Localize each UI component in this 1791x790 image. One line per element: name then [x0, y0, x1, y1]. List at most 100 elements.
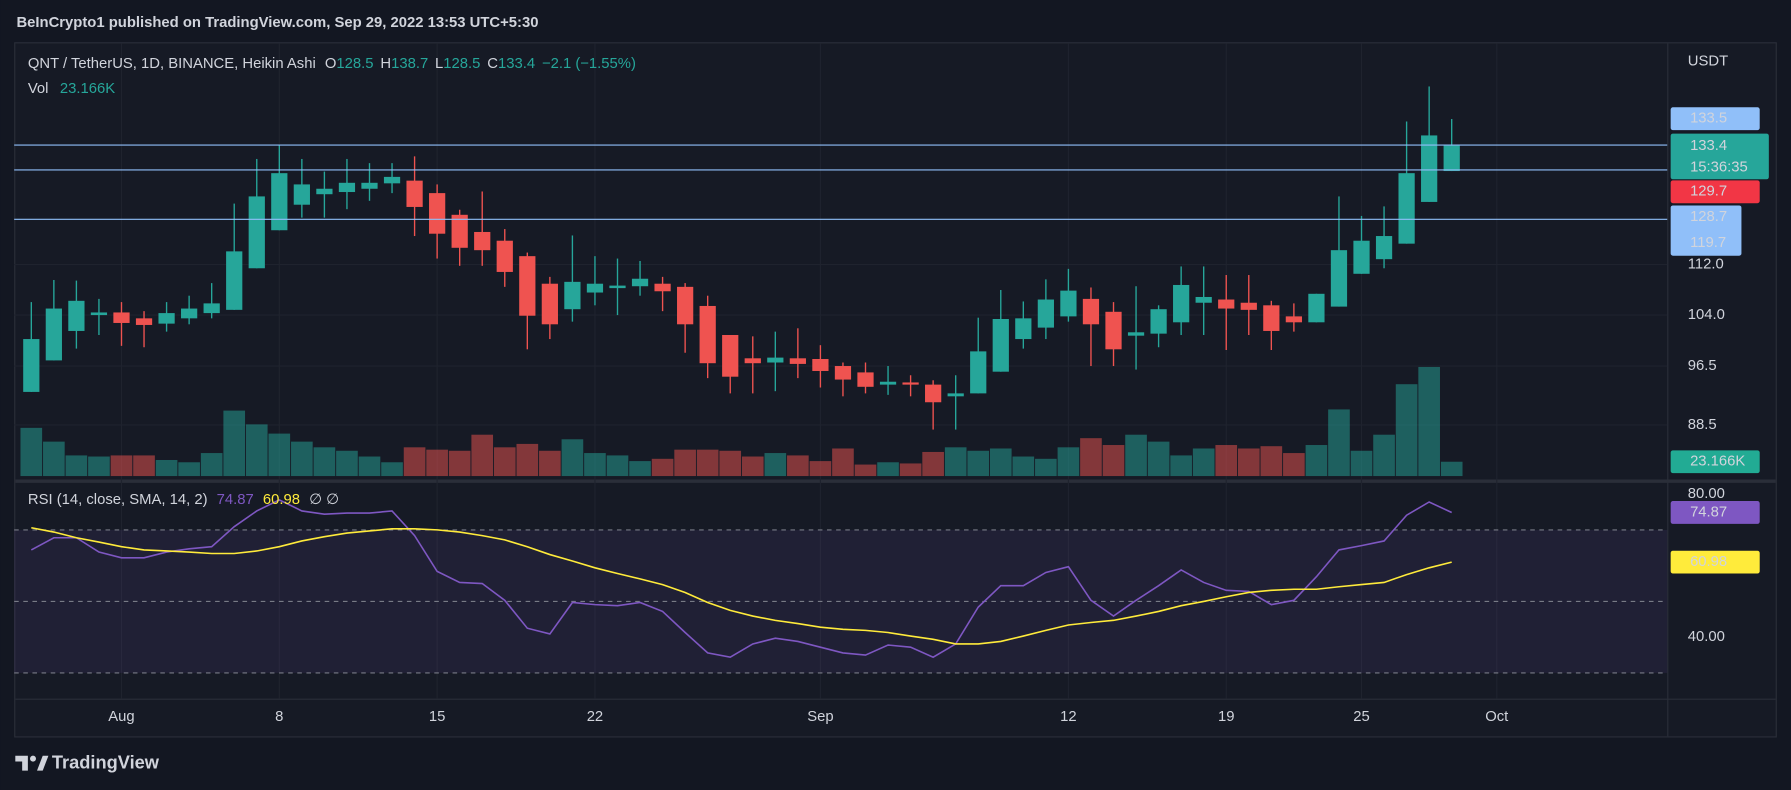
candle-body	[970, 351, 987, 394]
volume-price-label-box	[1670, 450, 1760, 474]
candle-body	[113, 312, 130, 323]
last-price-label: 133.4	[1690, 138, 1727, 154]
volume-bar	[65, 455, 88, 477]
x-tick-label: Sep	[807, 709, 833, 725]
rsi-line	[31, 526, 1452, 645]
candle-body	[248, 196, 265, 269]
volume-bar	[358, 456, 381, 477]
candle-body	[609, 285, 626, 289]
legend-item: RSI (14, close, SMA, 14, 2)	[28, 492, 208, 508]
y-tick-label: 80.00	[1688, 486, 1725, 502]
candle-body	[158, 313, 175, 324]
candle-body	[1263, 305, 1280, 331]
candle-body	[654, 283, 671, 292]
candle-body	[1218, 299, 1235, 309]
candle-body	[857, 372, 874, 387]
candle-body	[1015, 318, 1032, 340]
candle-body	[45, 308, 62, 361]
candle-body	[135, 318, 153, 325]
volume-bar	[539, 450, 561, 477]
volume-bar	[967, 450, 990, 477]
y-tick-label: 104.0	[1688, 307, 1725, 323]
candle-body	[1082, 298, 1100, 325]
candle-body	[1037, 299, 1054, 328]
candle-body	[68, 300, 85, 331]
legend-item: 23.166K	[60, 81, 115, 97]
legend: RSI (14, close, SMA, 14, 2) 74.87 60.98 ∅ ∅	[28, 492, 339, 508]
volume-bar	[809, 461, 832, 477]
rsi-value-label: 74.87	[1690, 504, 1727, 520]
volume-bar	[313, 447, 336, 477]
volume-bar	[899, 463, 922, 477]
volume-bar	[516, 443, 539, 477]
candle-body	[1105, 311, 1122, 350]
volume-bar	[381, 462, 403, 477]
candle-body	[722, 334, 739, 377]
candle-body	[902, 382, 919, 385]
volume-bar	[674, 449, 696, 477]
candle-body	[789, 358, 806, 364]
candle-body	[879, 381, 897, 385]
candle-body	[677, 286, 694, 325]
candle-body	[519, 256, 536, 316]
legend-item: ∅ ∅	[309, 492, 339, 508]
volume-bar	[1350, 450, 1373, 477]
y-tick-label: 112.0	[1688, 257, 1724, 273]
candle-body	[1443, 145, 1460, 172]
candle-body	[699, 305, 716, 364]
candle-body	[361, 182, 378, 189]
candle-body	[226, 251, 243, 310]
candle-body	[23, 339, 40, 392]
volume-bar	[1012, 456, 1035, 477]
candle-body	[451, 214, 468, 248]
volume-bar	[854, 464, 877, 477]
legend-item: 133.4	[498, 56, 535, 72]
candle-body	[1060, 290, 1077, 317]
candle-body	[1308, 293, 1325, 323]
volume-bar	[1440, 461, 1463, 477]
x-tick-label: 19	[1218, 709, 1235, 725]
hline-price-label: 128.7	[1690, 209, 1727, 225]
volume-bar	[336, 450, 358, 477]
candle-body	[631, 278, 649, 287]
volume-bar	[1147, 441, 1170, 477]
candle-body	[1375, 236, 1393, 260]
volume-bar	[1192, 448, 1215, 477]
volume-bar	[764, 453, 787, 477]
volume-bar	[20, 427, 43, 477]
volume-bar	[1057, 447, 1080, 477]
x-tick-label: 25	[1353, 709, 1370, 725]
x-tick-label: 8	[275, 709, 283, 725]
candle-body	[383, 176, 401, 184]
candle-body	[90, 312, 108, 316]
rsi-value-label-box	[1670, 501, 1760, 524]
candle-body	[586, 283, 604, 293]
volume-bar	[133, 455, 155, 477]
volume-bar	[787, 455, 809, 477]
logo-icon	[37, 755, 49, 771]
legend-item: 128.5	[336, 56, 373, 72]
candle-body	[834, 366, 852, 380]
legend: Vol 23.166K	[28, 81, 115, 97]
volume-bar	[155, 459, 178, 477]
volume-bar	[291, 441, 313, 477]
volume-bar	[877, 462, 899, 477]
volume-bar	[1215, 445, 1238, 477]
volume-bar	[1373, 434, 1395, 477]
candle-body	[316, 188, 333, 195]
candle-body	[1173, 284, 1190, 323]
volume-bar	[200, 453, 223, 477]
alert-price-label: 129.7	[1690, 184, 1727, 200]
candle-body	[947, 393, 964, 397]
candle-body	[1330, 250, 1348, 307]
volume-bar	[1328, 409, 1350, 477]
volume-bar	[245, 424, 268, 477]
volume-bar	[989, 448, 1012, 477]
y-tick-label: 96.5	[1688, 358, 1717, 374]
candle-body	[406, 180, 423, 207]
x-tick-label: 15	[429, 709, 446, 725]
volume-bar	[403, 447, 426, 477]
volume-bar	[832, 448, 854, 477]
candle-body	[203, 303, 220, 314]
candle-body	[1127, 332, 1145, 336]
